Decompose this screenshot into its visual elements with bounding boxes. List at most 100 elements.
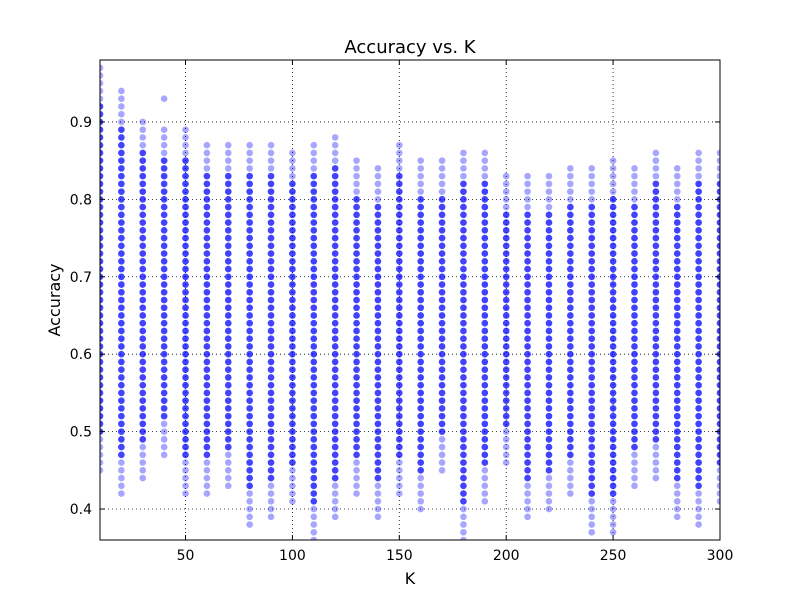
data-point-dense — [460, 436, 467, 443]
axis-ticks: 50 100 150 200 250 300 0.4 0.5 0.6 0.7 0.8 0.9 — [70, 60, 733, 564]
data-point-dense — [545, 327, 553, 335]
data-point-dense — [100, 265, 104, 273]
data-point-dense — [118, 250, 125, 257]
data-point — [481, 482, 489, 490]
data-point-dense — [289, 327, 296, 335]
data-point-dense — [118, 211, 125, 219]
data-point-dense — [374, 474, 382, 482]
data-point-dense — [588, 288, 596, 296]
data-point-dense — [396, 374, 403, 381]
data-point — [502, 428, 510, 435]
data-point-dense — [545, 219, 553, 226]
data-point-dense — [139, 335, 147, 343]
data-point-dense — [118, 358, 125, 366]
data-point-dense — [267, 312, 275, 319]
data-point — [182, 126, 189, 133]
data-point-dense — [652, 420, 660, 428]
data-point-dense — [396, 211, 403, 219]
data-point-dense — [545, 242, 553, 250]
data-point-dense — [438, 304, 446, 312]
data-point — [100, 87, 104, 95]
data-point-dense — [203, 451, 211, 459]
data-point-dense — [310, 482, 318, 490]
data-point-dense — [374, 211, 382, 219]
data-point-dense — [374, 219, 382, 226]
data-point-dense — [460, 467, 467, 474]
data-point-dense — [310, 420, 318, 428]
data-point-dense — [267, 219, 275, 226]
data-point — [203, 157, 211, 164]
data-point-dense — [588, 389, 596, 397]
data-point-dense — [695, 211, 702, 219]
data-point-dense — [716, 203, 720, 211]
data-point-dense — [100, 219, 104, 226]
data-point — [289, 497, 296, 505]
data-point — [652, 149, 660, 157]
data-point-dense — [438, 335, 446, 343]
data-point-dense — [182, 381, 189, 389]
data-point-dense — [609, 250, 617, 257]
data-point — [139, 126, 147, 133]
data-point-dense — [588, 358, 596, 366]
data-point-dense — [631, 335, 638, 343]
data-point-dense — [160, 304, 168, 312]
data-point — [460, 157, 467, 164]
data-point-dense — [224, 420, 232, 428]
data-point — [502, 172, 510, 180]
data-point-dense — [396, 405, 403, 412]
data-point — [182, 459, 189, 466]
data-point-dense — [160, 242, 168, 250]
data-point-dense — [310, 250, 318, 257]
data-point-dense — [438, 374, 446, 381]
data-point-dense — [100, 257, 104, 265]
data-point-dense — [267, 327, 275, 335]
data-point-dense — [374, 443, 382, 451]
data-point-dense — [160, 165, 168, 172]
data-point-dense — [267, 288, 275, 296]
data-point-dense — [460, 420, 467, 428]
data-point — [588, 521, 596, 528]
data-point-dense — [417, 428, 424, 435]
data-point-dense — [224, 397, 232, 404]
data-point-dense — [139, 281, 147, 288]
data-point-dense — [631, 443, 638, 451]
data-point-dense — [652, 343, 660, 350]
data-point-dense — [588, 281, 596, 288]
data-point-dense — [331, 219, 339, 226]
data-point-dense — [224, 172, 232, 180]
data-point-dense — [224, 366, 232, 373]
data-point — [524, 513, 531, 521]
data-point — [481, 165, 489, 172]
data-point-dense — [118, 180, 125, 188]
data-point-dense — [310, 265, 318, 273]
data-point-dense — [567, 234, 574, 242]
data-point — [438, 188, 446, 195]
data-point — [246, 513, 253, 521]
data-point-dense — [716, 242, 720, 250]
data-point-dense — [417, 389, 424, 397]
data-point-dense — [118, 165, 125, 172]
data-point-dense — [438, 366, 446, 373]
data-point-dense — [100, 296, 104, 304]
data-point — [631, 172, 638, 180]
data-point-dense — [524, 288, 531, 296]
data-point-dense — [609, 242, 617, 250]
data-point-dense — [631, 412, 638, 420]
data-point-dense — [631, 389, 638, 397]
data-point — [267, 490, 275, 497]
data-point-dense — [331, 288, 339, 296]
data-point-dense — [289, 219, 296, 226]
data-point — [524, 482, 531, 490]
data-point-dense — [100, 366, 104, 373]
scatter-points — [100, 64, 720, 540]
data-point — [246, 141, 253, 149]
data-point-dense — [524, 412, 531, 420]
data-point — [118, 482, 125, 490]
data-point-dense — [695, 273, 702, 281]
data-point — [438, 459, 446, 466]
data-point-dense — [652, 350, 660, 358]
data-point — [716, 474, 720, 482]
data-point-dense — [567, 327, 574, 335]
data-point-dense — [118, 126, 125, 133]
data-point-dense — [331, 203, 339, 211]
